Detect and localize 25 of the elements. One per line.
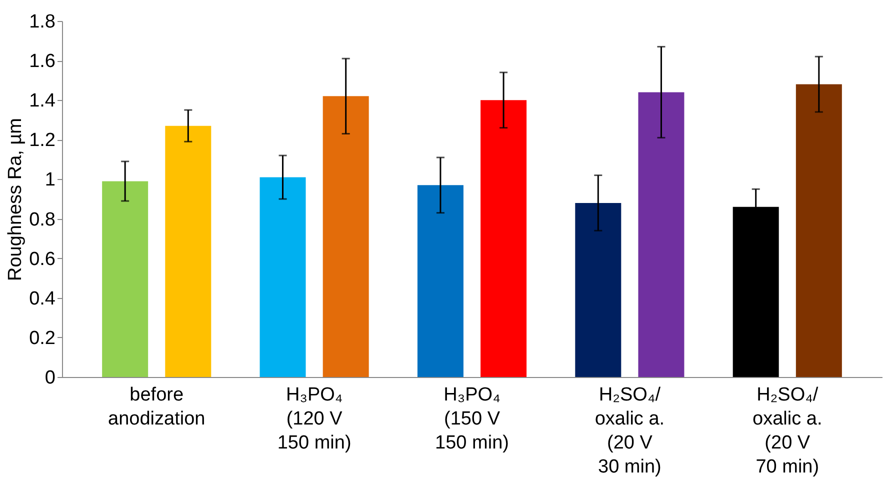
y-tick-label: 0.8 xyxy=(29,209,56,230)
y-tick-label: 0.2 xyxy=(29,328,56,349)
x-tick-label: before anodization xyxy=(108,384,206,430)
y-tick-label: 0.4 xyxy=(29,288,56,310)
x-tick-label: H₂SO₄/ oxalic a. (20 V 30 min) xyxy=(594,384,665,478)
bar xyxy=(417,185,464,377)
y-tick-label: 1.4 xyxy=(29,90,56,112)
bar xyxy=(638,92,684,377)
x-tick-label: H₃PO₄ (150 V 150 min) xyxy=(435,384,509,454)
bar xyxy=(165,126,212,377)
y-tick-label: 1 xyxy=(44,170,56,191)
y-tick-label: 1.2 xyxy=(29,130,56,152)
bar xyxy=(575,202,622,377)
y-tick-label: 1.6 xyxy=(29,51,56,72)
y-tick-label: 0 xyxy=(44,368,56,388)
bar xyxy=(322,96,369,377)
y-tick-label: 0.6 xyxy=(29,248,56,270)
bar xyxy=(102,181,148,377)
x-tick-label: H₃PO₄ (120 V 150 min) xyxy=(277,384,352,454)
y-axis-title: Roughness Ra, µm xyxy=(5,118,26,282)
y-tick-label: 1.8 xyxy=(29,12,56,32)
bar xyxy=(480,100,527,377)
x-tick-label: H₂SO₄/ oxalic a. (20 V 70 min) xyxy=(752,384,822,478)
bar xyxy=(260,177,306,377)
bar xyxy=(796,84,842,377)
